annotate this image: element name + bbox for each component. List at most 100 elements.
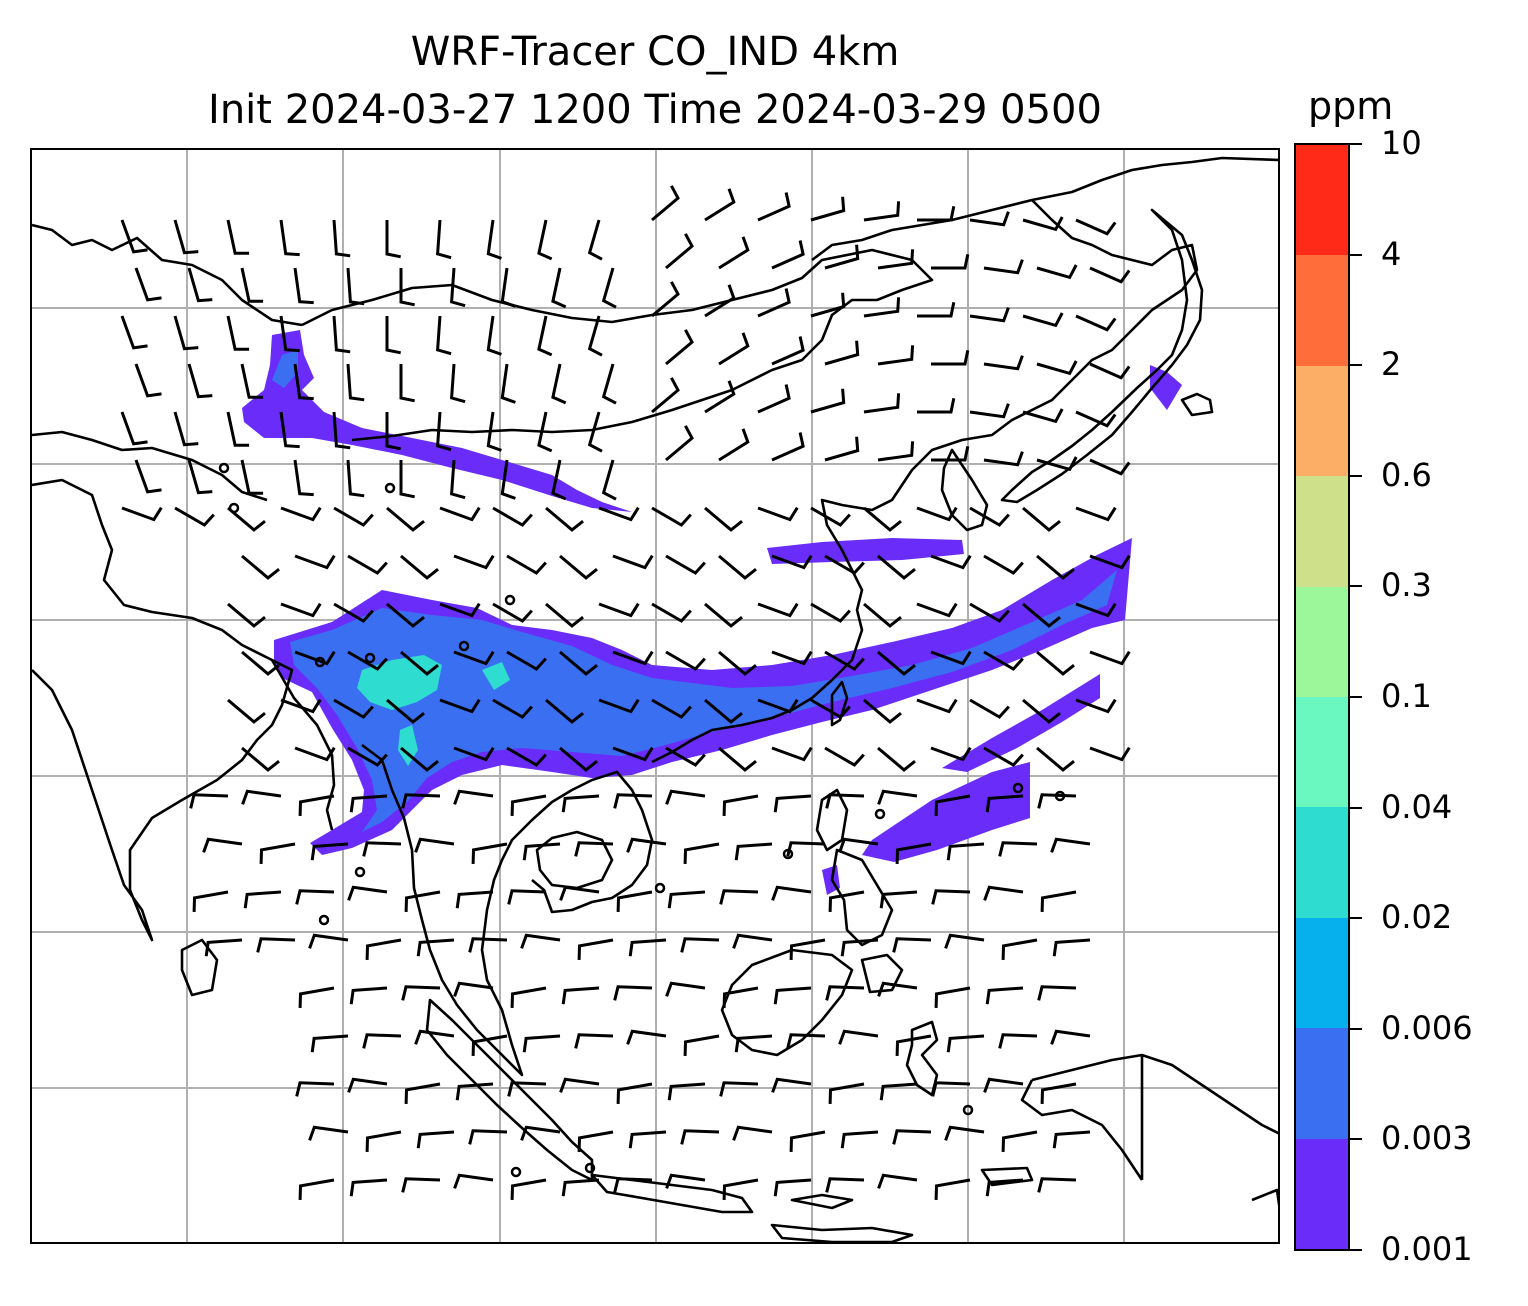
- wind-barb: [587, 315, 603, 357]
- wind-barb: [362, 841, 402, 857]
- wind-barb: [810, 196, 846, 222]
- colorbar-segment: [1296, 696, 1348, 808]
- wind-barb: [773, 794, 812, 813]
- plume-north-band: [242, 330, 632, 512]
- wind-barb: [332, 219, 351, 258]
- wind-barb: [757, 602, 799, 618]
- wind-barb: [365, 1130, 402, 1152]
- wind-barb: [241, 554, 280, 580]
- wind-barb: [771, 554, 813, 570]
- wind-barb: [279, 411, 300, 449]
- wind-barb: [771, 240, 805, 270]
- wind-barb: [771, 650, 813, 666]
- wind-barb: [1089, 650, 1131, 666]
- wind-barb: [310, 842, 349, 861]
- colorbar-tick-mark: [1350, 1249, 1362, 1251]
- wind-barb: [506, 746, 547, 767]
- wind-barb: [877, 981, 918, 997]
- wind-barbs: [120, 185, 1131, 1200]
- wind-barb: [226, 315, 250, 351]
- wind-barb: [468, 937, 508, 953]
- wind-barb: [450, 267, 466, 308]
- wind-barb: [1022, 312, 1064, 328]
- wind-barb: [468, 1129, 508, 1145]
- wind-barb: [522, 842, 561, 861]
- wind-barb: [895, 842, 932, 864]
- wind-barb: [863, 602, 902, 628]
- wind-barb: [946, 1034, 985, 1053]
- wind-barb: [732, 1125, 773, 1141]
- colorbar-unit: ppm: [1308, 84, 1394, 128]
- wind-barb: [704, 698, 743, 724]
- wind-barb: [386, 698, 425, 724]
- wind-barb: [559, 554, 598, 580]
- wind-barb: [280, 506, 322, 522]
- wind-barb: [719, 1081, 759, 1097]
- wind-barb: [453, 650, 495, 666]
- wind-barb: [1037, 985, 1077, 1001]
- wind-barb: [333, 506, 374, 527]
- wind-barb: [522, 1034, 561, 1053]
- wind-barb: [722, 1178, 759, 1200]
- wind-barb: [985, 986, 1024, 1005]
- map-panel[interactable]: [30, 148, 1280, 1244]
- wind-barb: [757, 192, 791, 222]
- wind-barb: [500, 459, 516, 500]
- wind-barb: [414, 1029, 455, 1045]
- wind-barb: [243, 890, 282, 909]
- wind-barb: [863, 393, 901, 414]
- wind-barb: [917, 205, 956, 222]
- wind-barb: [279, 315, 300, 353]
- wind-barb: [1089, 746, 1131, 762]
- wind-barb: [944, 1125, 985, 1141]
- wind-barb: [665, 329, 694, 366]
- wind-barb: [616, 890, 653, 912]
- colorbar-segment: [1296, 1028, 1348, 1139]
- wind-barb: [934, 794, 971, 816]
- wind-barb: [601, 363, 617, 405]
- wind-barb: [333, 602, 374, 623]
- wind-barb: [453, 981, 494, 997]
- wind-barb: [187, 459, 213, 495]
- wind-barb: [824, 244, 860, 270]
- wind-barb: [385, 220, 402, 259]
- wind-barb: [983, 746, 1024, 767]
- wind-barb: [294, 554, 336, 570]
- wind-barb: [598, 602, 640, 618]
- wind-barb: [757, 506, 799, 522]
- wind-barb: [439, 602, 481, 618]
- map-title-line-1: WRF-Tracer CO_IND 4km: [410, 29, 900, 75]
- wind-barb: [455, 1082, 494, 1101]
- wind-barb: [771, 336, 805, 366]
- wind-barb: [931, 349, 970, 366]
- wind-barb: [416, 938, 455, 957]
- wind-barb: [551, 459, 567, 501]
- wind-barb: [983, 451, 1024, 467]
- wind-barb: [810, 602, 851, 623]
- wind-barb: [120, 315, 148, 350]
- wind-barb: [789, 1130, 826, 1152]
- wind-barb: [934, 986, 971, 1008]
- wind-barb: [510, 986, 547, 1008]
- wind-barb: [969, 403, 1010, 419]
- wind-barb: [241, 650, 280, 676]
- wind-barb: [399, 460, 416, 499]
- wind-barb: [732, 933, 773, 949]
- wind-barb: [651, 698, 692, 719]
- wind-barb: [771, 885, 812, 901]
- wind-barb: [226, 411, 250, 447]
- wind-barb: [1036, 264, 1078, 280]
- wind-barb: [773, 1178, 812, 1197]
- wind-barb: [134, 459, 162, 494]
- wind-barb: [771, 746, 813, 762]
- wind-barb: [347, 746, 388, 767]
- wind-barb: [613, 793, 653, 809]
- colorbar-tick-label: 0.001: [1381, 1230, 1473, 1268]
- wind-barb: [506, 554, 547, 575]
- colorbar-tick-mark: [1350, 253, 1362, 256]
- colorbar-tick-mark: [1350, 917, 1362, 920]
- colorbar-tick-mark: [1350, 585, 1362, 588]
- plume-band-2: [942, 674, 1100, 772]
- wind-barb: [930, 554, 972, 570]
- wind-barb: [879, 1082, 918, 1101]
